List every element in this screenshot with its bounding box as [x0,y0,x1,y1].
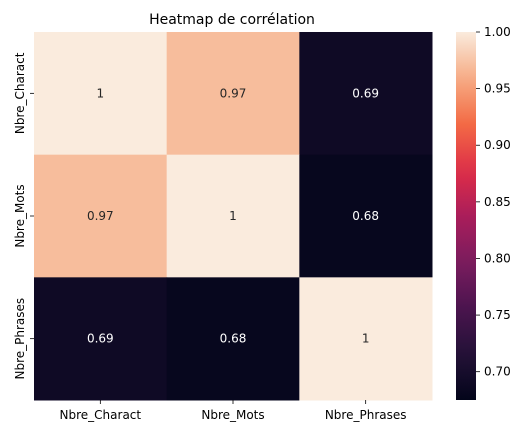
cell-label: 1 [229,209,237,223]
heatmap-cell [166,154,300,278]
y-tick-label: Nbre_Charact [13,52,27,134]
x-tick-label: Nbre_Charact [60,408,142,422]
colorbar [456,32,476,400]
heatmap-cell [166,32,300,156]
colorbar-tick-label: 0.80 [484,251,511,265]
x-tick-label: Nbre_Mots [201,408,264,422]
colorbar-axis: 0.70 0.75 0.80 0.85 0.90 0.95 1.00 [476,25,511,379]
y-axis: Nbre_Charact Nbre_Mots Nbre_Phrases [13,52,34,380]
cell-label: 0.69 [352,86,379,100]
heatmap-cell [166,277,300,401]
heatmap-cell [299,32,433,156]
colorbar-tick-label: 0.75 [484,308,511,322]
x-tick-label: Nbre_Phrases [325,408,407,422]
colorbar-tick-label: 0.90 [484,138,511,152]
cell-label: 1 [97,86,105,100]
cell-label: 0.68 [352,209,379,223]
y-tick-label: Nbre_Mots [13,184,27,247]
cell-label: 1 [362,332,370,346]
chart-title: Heatmap de corrélation [149,12,315,28]
x-axis: Nbre_Charact Nbre_Mots Nbre_Phrases [60,400,407,422]
heatmap-cells: 1 0.97 0.69 0.97 1 0.68 0.69 0.68 1 [34,32,433,401]
cell-label: 0.97 [220,86,247,100]
cell-label: 0.97 [87,209,114,223]
cell-label: 0.69 [87,332,114,346]
heatmap-cell [34,32,168,156]
colorbar-tick-label: 0.95 [484,82,511,96]
colorbar-tick-label: 0.85 [484,195,511,209]
cell-label: 0.68 [220,332,247,346]
heatmap-cell [299,154,433,278]
colorbar-tick-label: 0.70 [484,365,511,379]
heatmap-cell [34,277,168,401]
colorbar-tick-label: 1.00 [484,25,511,39]
y-tick-label: Nbre_Phrases [13,298,27,380]
heatmap-cell [299,277,433,401]
heatmap-cell [34,154,168,278]
